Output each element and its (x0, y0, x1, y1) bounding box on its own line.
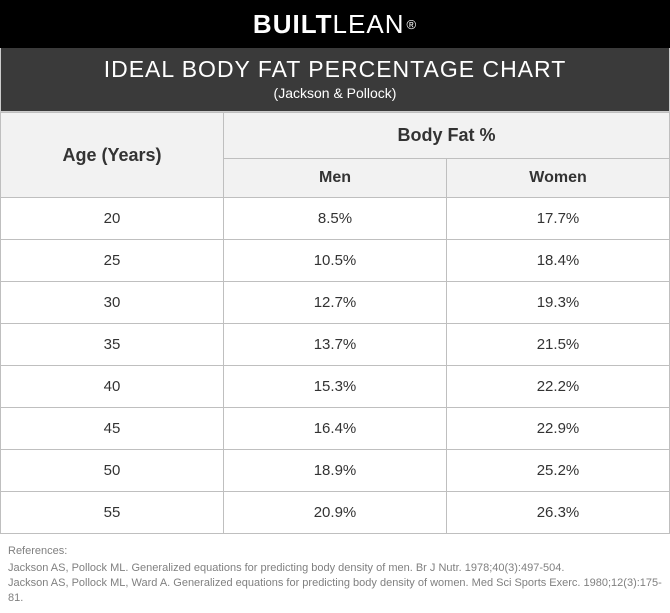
title-bar: IDEAL BODY FAT PERCENTAGE CHART (Jackson… (0, 48, 670, 112)
reference-line: Jackson AS, Pollock ML. Generalized equa… (8, 561, 662, 576)
table-row: 50 18.9% 25.2% (1, 450, 670, 492)
cell-age: 35 (1, 324, 224, 366)
cell-men: 10.5% (224, 240, 447, 282)
cell-men: 15.3% (224, 366, 447, 408)
brand-logo-bar: BUILTLEAN® (0, 0, 670, 48)
bodyfat-table: Age (Years) Body Fat % Men Women 20 8.5%… (0, 112, 670, 534)
cell-women: 18.4% (447, 240, 670, 282)
cell-women: 19.3% (447, 282, 670, 324)
cell-women: 26.3% (447, 492, 670, 534)
table-body: 20 8.5% 17.7% 25 10.5% 18.4% 30 12.7% 19… (1, 198, 670, 534)
cell-age: 45 (1, 408, 224, 450)
cell-age: 40 (1, 366, 224, 408)
table-row: 45 16.4% 22.9% (1, 408, 670, 450)
cell-women: 25.2% (447, 450, 670, 492)
brand-light: LEAN (333, 9, 405, 40)
cell-women: 17.7% (447, 198, 670, 240)
column-header-age: Age (Years) (1, 113, 224, 198)
table-row: 40 15.3% 22.2% (1, 366, 670, 408)
references-block: References: Jackson AS, Pollock ML. Gene… (0, 534, 670, 613)
cell-women: 21.5% (447, 324, 670, 366)
table-row: 20 8.5% 17.7% (1, 198, 670, 240)
cell-age: 55 (1, 492, 224, 534)
cell-age: 30 (1, 282, 224, 324)
cell-men: 8.5% (224, 198, 447, 240)
cell-age: 20 (1, 198, 224, 240)
table-row: 30 12.7% 19.3% (1, 282, 670, 324)
cell-women: 22.9% (447, 408, 670, 450)
cell-men: 13.7% (224, 324, 447, 366)
cell-men: 20.9% (224, 492, 447, 534)
column-header-men: Men (224, 159, 447, 198)
table-row: 25 10.5% 18.4% (1, 240, 670, 282)
cell-age: 50 (1, 450, 224, 492)
cell-age: 25 (1, 240, 224, 282)
cell-men: 18.9% (224, 450, 447, 492)
chart-title: IDEAL BODY FAT PERCENTAGE CHART (1, 56, 669, 83)
table-row: 35 13.7% 21.5% (1, 324, 670, 366)
cell-women: 22.2% (447, 366, 670, 408)
column-header-bodyfat: Body Fat % (224, 113, 670, 159)
table-row: 55 20.9% 26.3% (1, 492, 670, 534)
cell-men: 16.4% (224, 408, 447, 450)
chart-subtitle: (Jackson & Pollock) (1, 85, 669, 101)
reference-line: Jackson AS, Pollock ML, Ward A. Generali… (8, 576, 662, 606)
references-heading: References: (8, 544, 662, 559)
brand-registered: ® (406, 17, 417, 32)
brand-bold: BUILT (253, 9, 333, 40)
column-header-women: Women (447, 159, 670, 198)
cell-men: 12.7% (224, 282, 447, 324)
